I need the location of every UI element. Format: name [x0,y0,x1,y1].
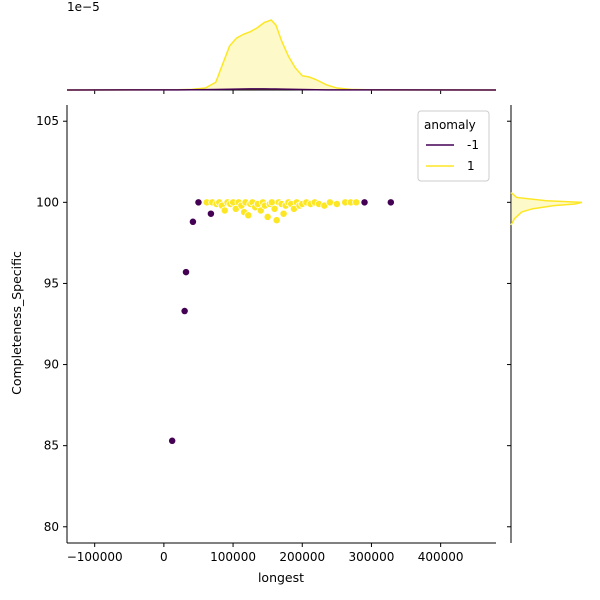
legend-frame [417,110,490,182]
y-tick-label: 95 [44,276,59,290]
scatter-point [352,198,361,207]
y-tick-label: 100 [36,195,59,209]
scatter-point [360,198,369,207]
main-scatter-plot: −100000 0 100000 200000 300000 400000 80 85 90 95… [36,105,496,564]
scatter-point [279,209,288,218]
scatter-point [220,206,229,215]
legend-title: anomaly [424,118,476,132]
y-tick-label: 85 [44,439,59,453]
top-density-line-class-neg1 [66,88,497,91]
scatter-point [267,198,276,207]
x-tick-label: 0 [160,550,168,564]
x-tick-label: 200000 [279,550,325,564]
scatter-point [206,209,215,218]
scatter-point [325,198,334,207]
y-tick-label: 90 [44,358,59,372]
top-marginal-density: 1e−5 [66,0,497,94]
scatter-point [168,436,177,445]
scatter-point [263,212,272,221]
x-tick-label: 300000 [349,550,395,564]
scatter-point [332,200,341,208]
scatter-point [180,307,189,315]
scatter-point [188,217,197,226]
scatter-point [244,211,253,220]
x-axis-label: longest [258,570,304,585]
x-tick-label: 100000 [210,550,256,564]
scatter-point [194,198,203,207]
legend-label-1: 1 [467,159,475,173]
y-tick-label: 105 [36,114,59,128]
x-tick-label: 400000 [418,550,464,564]
top-marginal-offset-label: 1e−5 [67,0,100,14]
legend: anomaly -1 1 [417,110,490,182]
right-marginal-density [507,105,583,543]
series-1 [202,198,361,225]
scatter-point [272,216,281,225]
right-density-fill-class-1 [511,192,582,226]
top-density-line-class-1 [66,19,497,91]
scatter-point [270,204,279,213]
top-density-fill-class-1 [67,20,496,90]
x-tick-label: −100000 [67,550,123,564]
y-tick-label: 80 [44,520,59,534]
series--1 [168,198,395,445]
scatter-point [386,198,395,207]
y-axis-label: Completeness_Specific [9,251,24,395]
right-density-line-class-1 [510,192,583,226]
scatter-point [182,268,190,277]
legend-label-neg1: -1 [467,138,479,152]
